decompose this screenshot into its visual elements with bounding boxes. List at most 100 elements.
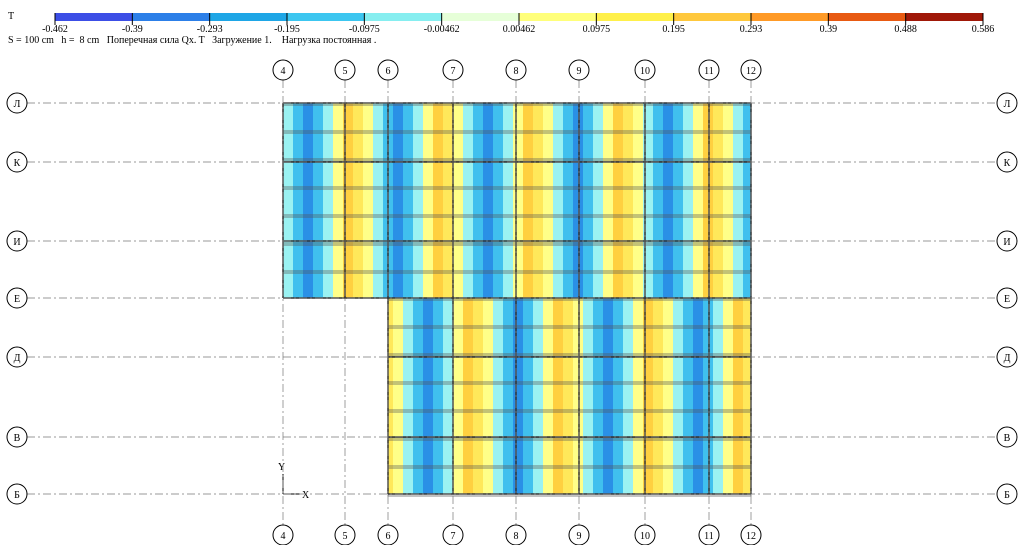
axis-label: К [14, 158, 21, 169]
axis-label: 11 [704, 531, 714, 542]
contour [678, 103, 683, 298]
contour [523, 298, 528, 494]
axis-bubble [505, 524, 527, 545]
contour [453, 103, 458, 298]
contour [518, 103, 523, 298]
contour [478, 103, 483, 298]
contour [458, 103, 463, 298]
contour [563, 103, 568, 298]
axis-label: 6 [386, 531, 391, 542]
axis-label: 7 [451, 66, 456, 77]
contour [598, 298, 603, 494]
contour [728, 298, 733, 494]
contour [538, 298, 543, 494]
contour [553, 298, 558, 494]
contour [583, 298, 588, 494]
contour [543, 103, 548, 298]
contour [338, 103, 343, 298]
contour [463, 298, 468, 494]
contour [408, 103, 413, 298]
contour [693, 103, 698, 298]
axis-bubble [568, 59, 590, 81]
contour [603, 103, 608, 298]
legend-label: 0.39 [820, 24, 838, 35]
contour [523, 103, 528, 298]
axis-bubble [6, 151, 28, 173]
axis-bubble [740, 524, 762, 545]
contour [723, 298, 728, 494]
contour [708, 298, 713, 494]
contour [528, 298, 533, 494]
contour [548, 298, 553, 494]
contour [423, 103, 428, 298]
contour [553, 103, 558, 298]
contour [603, 298, 608, 494]
contour [693, 298, 698, 494]
legend-swatch [441, 13, 519, 21]
contour [668, 298, 673, 494]
contour [718, 103, 723, 298]
axis-label: 8 [514, 66, 519, 77]
contour [598, 103, 603, 298]
contour [748, 103, 751, 298]
contour [388, 298, 393, 494]
legend-label: -0.293 [197, 24, 223, 35]
contour [373, 103, 378, 298]
contour [488, 103, 493, 298]
contour [713, 298, 718, 494]
axis-label: Б [1004, 490, 1010, 501]
contour [443, 103, 448, 298]
contour [613, 298, 618, 494]
contour [673, 298, 678, 494]
contour [543, 298, 548, 494]
axis-label: 12 [746, 66, 756, 77]
contour [648, 298, 653, 494]
contour [688, 103, 693, 298]
axis-bubble [996, 92, 1018, 114]
plate [282, 102, 752, 497]
contour [403, 298, 408, 494]
legend-label: 0.00462 [503, 24, 536, 35]
contour [628, 298, 633, 494]
contour [638, 298, 643, 494]
caption: S = 100 cm h = 8 cm Поперечная сила Qx. … [8, 35, 376, 46]
axis-bubble [334, 59, 356, 81]
contour [428, 298, 433, 494]
contour [698, 103, 703, 298]
axis-label: 12 [746, 531, 756, 542]
contour [653, 103, 658, 298]
contour [733, 103, 738, 298]
axis-x: X [302, 490, 310, 501]
contour [488, 298, 493, 494]
axis-bubble [377, 524, 399, 545]
axis-bubble [698, 59, 720, 81]
contour [618, 103, 623, 298]
contour [573, 298, 578, 494]
contour [673, 103, 678, 298]
axis-label: Е [14, 294, 20, 305]
contour [588, 103, 593, 298]
contour [628, 103, 633, 298]
axis-bubble [634, 524, 656, 545]
contour [413, 298, 418, 494]
axis-bubble [272, 59, 294, 81]
axis-bubble [996, 230, 1018, 252]
axis-bubble [6, 287, 28, 309]
contour [538, 103, 543, 298]
contour [403, 103, 408, 298]
contour [593, 103, 598, 298]
axis-bubble [6, 346, 28, 368]
contour [533, 103, 538, 298]
contour [658, 298, 663, 494]
legend-label: 0.195 [662, 24, 685, 35]
axis-label: 5 [343, 531, 348, 542]
contour [718, 298, 723, 494]
legend-swatch [55, 13, 133, 21]
contour [473, 103, 478, 298]
contour [563, 298, 568, 494]
contour [648, 103, 653, 298]
axis-label: В [14, 433, 21, 444]
contour [363, 103, 368, 298]
axis-bubble [6, 230, 28, 252]
